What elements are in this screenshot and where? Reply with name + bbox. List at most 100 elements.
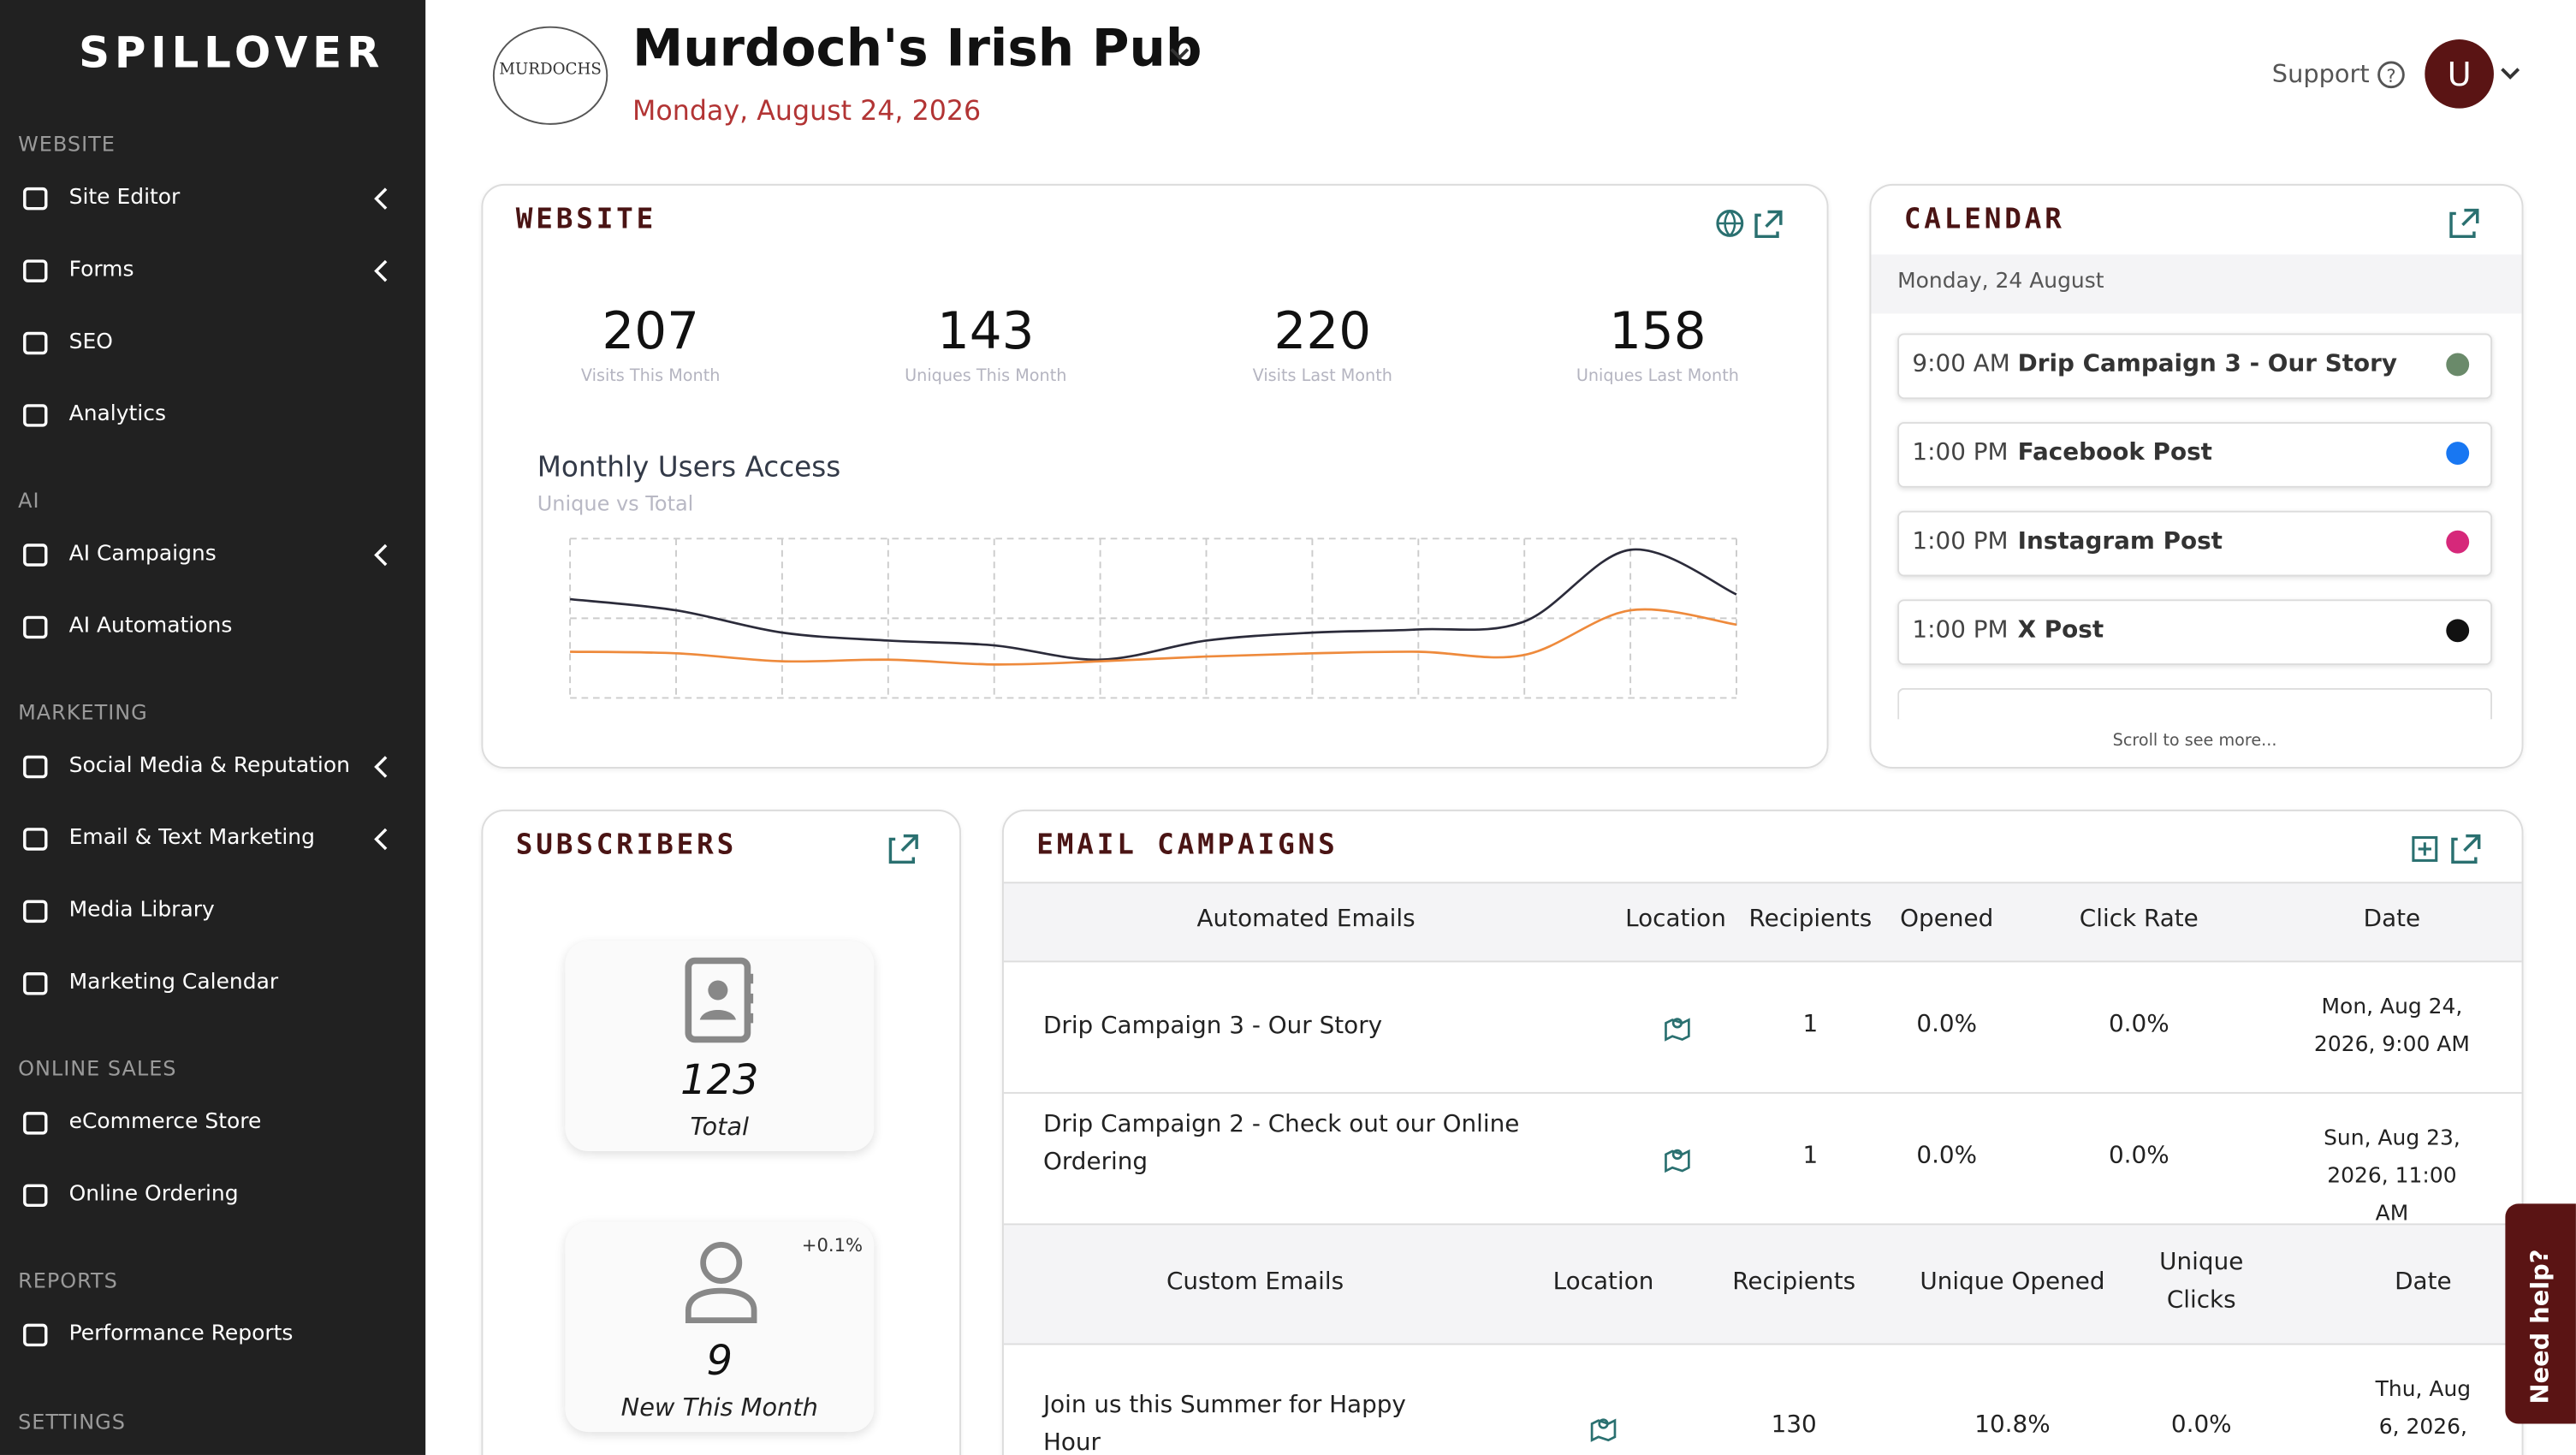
support-icon[interactable]: ? — [2377, 61, 2406, 89]
event-time: 1:00 PM — [1912, 528, 2009, 555]
table-cell: 10.8% — [1974, 1412, 2051, 1439]
account-dropdown[interactable] — [2499, 66, 2522, 82]
sidebar-section: WEBSITE — [18, 131, 116, 157]
new-value: 9 — [706, 1336, 733, 1385]
event[interactable] — [1897, 510, 2493, 577]
nav-icon — [23, 543, 48, 567]
contacts-icon — [685, 957, 754, 1043]
nav-icon — [23, 1184, 48, 1208]
email-card — [1001, 809, 2524, 1455]
nav-item[interactable]: Media Library — [68, 898, 215, 923]
table-cell: 1 — [1802, 1011, 1819, 1038]
users-chart — [569, 537, 1737, 699]
sidebar-section: SETTINGS — [18, 1409, 126, 1434]
subscribers-open[interactable] — [887, 833, 920, 865]
table-header: Click Rate — [2079, 906, 2199, 933]
website-card — [481, 183, 1829, 769]
venue-title[interactable]: Murdoch's Irish Pub — [632, 20, 1202, 80]
table-cell: 0.0% — [2108, 1011, 2169, 1038]
card-title: SUBSCRIBERS — [515, 828, 738, 863]
table-header: Unique Opened — [1920, 1269, 2105, 1296]
venue-logo-text: MURDOCHS — [499, 60, 602, 80]
nav-icon — [23, 1112, 48, 1135]
nav-chevron[interactable] — [365, 823, 397, 855]
nav-item[interactable]: Marketing Calendar — [68, 970, 279, 995]
stat-value: 143 — [936, 302, 1035, 362]
nav-icon — [23, 972, 48, 995]
table-header: Date — [2395, 1269, 2452, 1296]
event-icon — [2446, 530, 2470, 554]
nav-chevron[interactable] — [365, 538, 397, 571]
event[interactable] — [1897, 599, 2493, 666]
nav-item[interactable]: SEO — [68, 330, 113, 355]
nav-icon — [23, 187, 48, 211]
event[interactable] — [1897, 333, 2493, 400]
table-header: Location — [1625, 906, 1726, 933]
nav-item[interactable]: Email & Text Marketing — [68, 826, 315, 851]
campaign-name[interactable]: Drip Campaign 3 - Our Story — [1042, 1013, 1383, 1040]
person-icon — [685, 1242, 757, 1323]
avatar[interactable]: U — [2425, 39, 2494, 109]
table-header: Recipients — [1732, 1269, 1856, 1296]
location-icon[interactable] — [1587, 1410, 1619, 1443]
help-tab[interactable]: Need help? — [2505, 1203, 2576, 1424]
nav-item[interactable]: Online Ordering — [68, 1182, 239, 1208]
card-title: EMAIL CAMPAIGNS — [1036, 828, 1338, 863]
card-title: CALENDAR — [1903, 203, 2065, 237]
event-peek — [1897, 687, 2493, 720]
table-cell: 130 — [1771, 1412, 1817, 1439]
table-cell: 0.0% — [2170, 1412, 2232, 1439]
stat-value: 158 — [1609, 302, 1706, 362]
chart-subtitle: Unique vs Total — [537, 490, 694, 516]
nav-item[interactable]: Site Editor — [68, 185, 181, 211]
nav-chevron[interactable] — [365, 182, 397, 215]
nav-icon — [23, 828, 48, 851]
stat-label: Uniques This Month — [905, 367, 1067, 386]
website-actions[interactable] — [1715, 207, 1787, 240]
card-title: WEBSITE — [515, 203, 657, 237]
email-actions[interactable] — [2408, 833, 2484, 865]
header-date: Monday, August 24, 2026 — [632, 95, 982, 127]
table-cell: 0.0% — [2108, 1143, 2169, 1170]
event[interactable] — [1897, 422, 2493, 488]
table-header: Automated Emails — [1196, 906, 1416, 933]
nav-item[interactable]: AI Campaigns — [68, 542, 217, 567]
total-label: Total — [690, 1111, 750, 1142]
event-name: Instagram Post — [2017, 528, 2223, 555]
table-cell: 1 — [1802, 1143, 1819, 1170]
nav-icon — [23, 755, 48, 779]
calendar-date: Monday, 24 August — [1897, 269, 2104, 294]
calendar-date-bar — [1871, 254, 2522, 314]
nav-item[interactable]: Performance Reports — [68, 1321, 294, 1347]
campaign-name[interactable]: Drip Campaign 2 - Check out our Online O… — [1042, 1111, 1520, 1176]
event-name: Drip Campaign 3 - Our Story — [2017, 351, 2398, 378]
nav-chevron[interactable] — [365, 751, 397, 783]
table-header: Opened — [1900, 906, 1994, 933]
table-header: Unique Clicks — [2159, 1250, 2244, 1314]
event-time: 1:00 PM — [1912, 440, 2009, 466]
table-header: Recipients — [1748, 906, 1873, 933]
nav-icon — [23, 404, 48, 427]
total-value: 123 — [680, 1055, 759, 1104]
scroll-hint: Scroll to see more... — [2112, 732, 2277, 751]
campaign-name[interactable]: Join us this Summer for Happy Hour — [1042, 1393, 1406, 1455]
calendar-open[interactable] — [2448, 207, 2480, 240]
nav-chevron[interactable] — [365, 254, 397, 287]
support-link[interactable]: Support — [2271, 59, 2370, 89]
nav-item[interactable]: Analytics — [68, 402, 166, 427]
nav-item[interactable]: Social Media & Reputation — [68, 753, 350, 779]
nav-item[interactable]: AI Automations — [68, 614, 233, 639]
help-text[interactable]: Need help? — [2525, 1249, 2555, 1405]
location-icon[interactable] — [1661, 1010, 1694, 1042]
event-name: X Post — [2017, 617, 2104, 644]
nav-item[interactable]: eCommerce Store — [68, 1110, 262, 1135]
nav-item[interactable]: Forms — [68, 258, 134, 283]
location-icon[interactable] — [1661, 1141, 1694, 1173]
series-line — [570, 608, 1737, 666]
event-icon — [2446, 442, 2470, 465]
event-icon — [2446, 619, 2470, 643]
venue-dropdown[interactable] — [1168, 46, 1191, 62]
nav-icon — [23, 259, 48, 282]
